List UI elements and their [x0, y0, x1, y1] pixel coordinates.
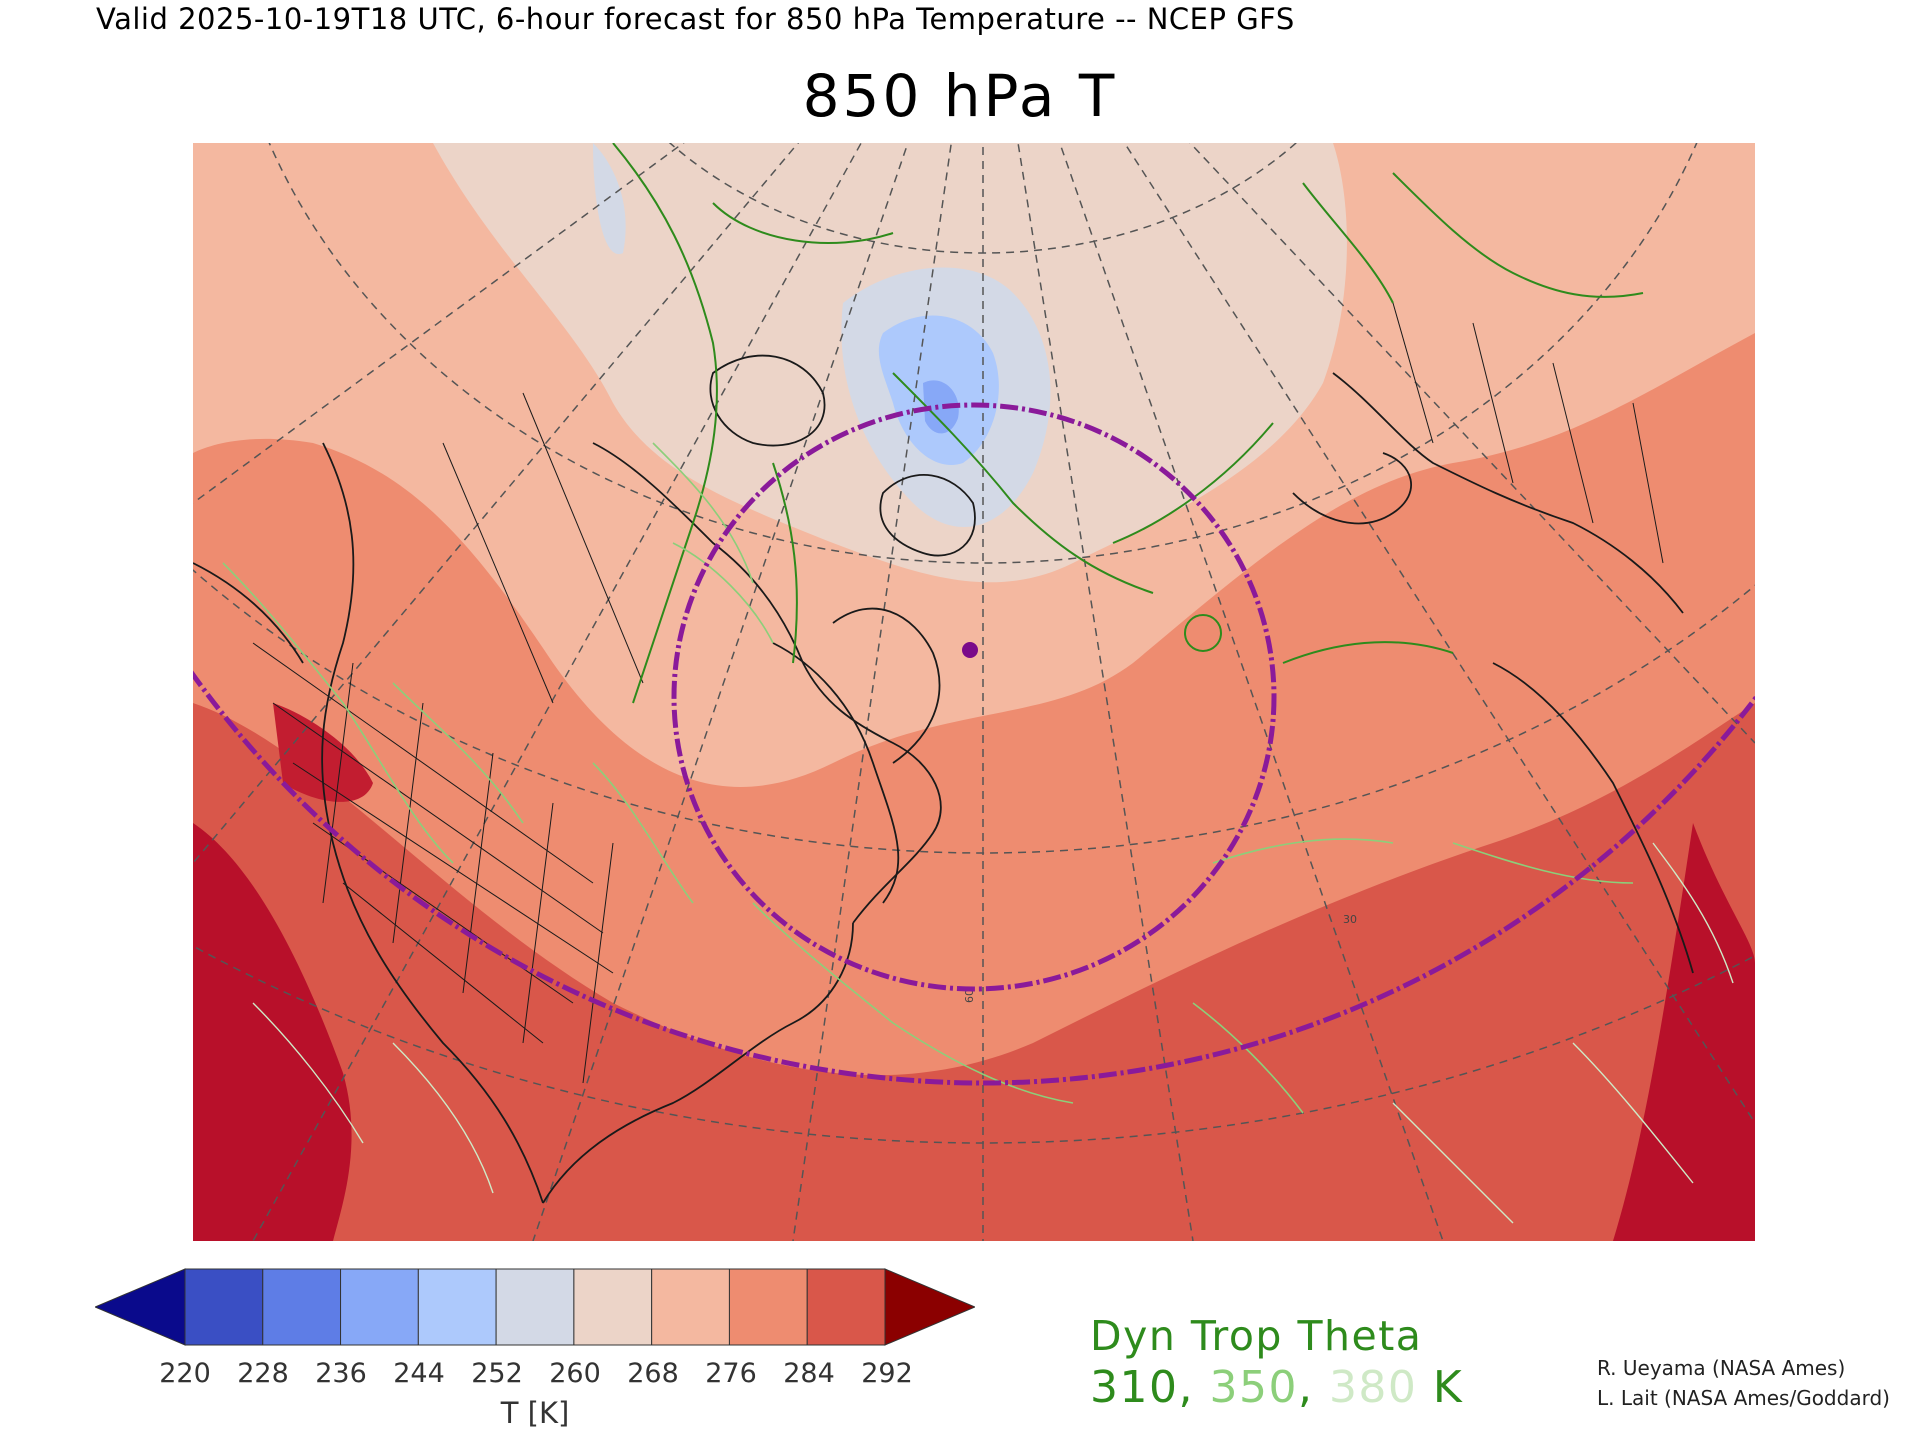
temperature-field-292-east: [1613, 823, 1755, 1241]
temperature-map[interactable]: 60 30: [193, 143, 1755, 1241]
legend-separator: ,: [1178, 1362, 1210, 1413]
temperature-field-260-arctic: [593, 143, 626, 255]
colorbar-under-triangle: [95, 1268, 186, 1346]
reference-circle: [671, 402, 1277, 992]
legend-value-310: 310: [1090, 1362, 1179, 1413]
colorbar-segments: [184, 1268, 886, 1346]
colorbar-tick: 260: [549, 1358, 601, 1389]
colorbar-segment: [262, 1268, 342, 1346]
colorbar-tick: 244: [393, 1358, 445, 1389]
dyn-trop-theta-380-contours: [252, 842, 1734, 1224]
graticule-label-60: 60: [963, 989, 976, 1003]
colorbar-segment: [495, 1268, 575, 1346]
longitude-lines: [193, 143, 1755, 1241]
forecast-valid-line: Valid 2025-10-19T18 UTC, 6-hour forecast…: [96, 2, 1295, 36]
colorbar-tick: 236: [315, 1358, 367, 1389]
colorbar-tick: 276: [705, 1358, 757, 1389]
colorbar-segment: [806, 1268, 886, 1346]
outer-reference-circle: [193, 670, 1755, 1086]
colorbar-segment: [417, 1268, 497, 1346]
map-title: 850 hPa T: [802, 62, 1118, 130]
legend-separator: ,: [1297, 1362, 1329, 1413]
temperature-field-244: [923, 380, 959, 434]
dyn-trop-theta-350-contours: [222, 442, 1634, 1114]
temperature-colorbar: [95, 1268, 975, 1346]
colorbar-segment: [184, 1268, 264, 1346]
map-canvas: 60 30: [193, 143, 1755, 1241]
colorbar-over-triangle: [884, 1268, 975, 1346]
colorbar-tick: 268: [627, 1358, 679, 1389]
credit-line-2: L. Lait (NASA Ames/Goddard): [1597, 1386, 1890, 1410]
colorbar-unit-label: T [K]: [500, 1396, 570, 1430]
dyn-trop-theta-310-contours: [612, 143, 1644, 704]
colorbar-segment: [573, 1268, 653, 1346]
legend-unit: K: [1417, 1362, 1464, 1413]
temperature-field-292-west: [193, 823, 352, 1241]
legend-value-350: 350: [1209, 1362, 1298, 1413]
location-marker[interactable]: [962, 642, 978, 658]
political-boundaries: [252, 302, 1664, 1084]
colorbar-tick: 252: [471, 1358, 523, 1389]
colorbar-segment: [651, 1268, 730, 1346]
coastlines: [193, 354, 1694, 1204]
colorbar-segment: [728, 1268, 808, 1346]
legend-title: Dyn Trop Theta: [1090, 1312, 1423, 1360]
temperature-field-284: [193, 703, 1755, 1241]
credit-line-1: R. Ueyama (NASA Ames): [1597, 1356, 1846, 1380]
colorbar-tick: 284: [783, 1358, 835, 1389]
colorbar-tick: 228: [237, 1358, 289, 1389]
colorbar-segment: [340, 1268, 419, 1346]
colorbar-tick: 292: [861, 1358, 913, 1389]
legend-values: 310, 350, 380 K: [1090, 1362, 1463, 1413]
colorbar-tick: 220: [159, 1358, 211, 1389]
graticule-label-30: 30: [1343, 913, 1357, 926]
legend-value-380: 380: [1328, 1362, 1418, 1413]
